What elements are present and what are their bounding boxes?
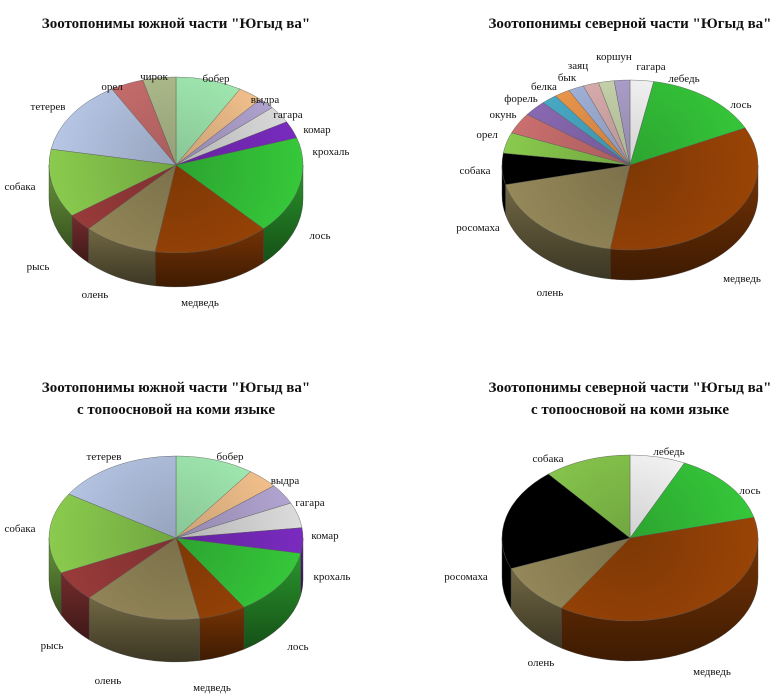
slice-label-олень: олень bbox=[537, 287, 564, 299]
slice-label-крохаль: крохаль bbox=[314, 571, 351, 583]
slice-label-медведь: медведь bbox=[193, 682, 231, 694]
slice-label-бык: бык bbox=[558, 72, 577, 84]
slice-label-гагара: гагара bbox=[636, 61, 665, 73]
slice-label-чирок: чирок bbox=[140, 71, 168, 83]
chart-south-komi: Зоотопонимы южной части "Югыд ва" с топо… bbox=[5, 380, 351, 694]
slice-росомаха bbox=[501, 473, 631, 569]
slice-чирок bbox=[142, 76, 177, 166]
slice-label-орел: орел bbox=[476, 129, 498, 141]
slice-label-рысь: рысь bbox=[41, 640, 64, 652]
slice-label-медведь: медведь bbox=[181, 297, 219, 309]
slice-label-тетерев: тетерев bbox=[31, 101, 66, 113]
slice-лось bbox=[175, 537, 302, 608]
slice-label-олень: олень bbox=[82, 289, 109, 301]
slice-label-выдра: выдра bbox=[271, 475, 300, 487]
slice-лось bbox=[629, 462, 755, 539]
slice-label-росомаха: росомаха bbox=[444, 571, 488, 583]
slice-label-лебедь: лебедь bbox=[668, 73, 699, 85]
slice-labels: лебедь лось медведь олень росомаха собак… bbox=[444, 446, 760, 678]
chart-title: Зоотопонимы северной части "Югыд ва" bbox=[488, 380, 771, 396]
slice-label-коршун: коршун bbox=[596, 51, 632, 63]
slice-labels: лебедь лось медведь олень росомаха собак… bbox=[456, 51, 761, 299]
slice-label-олень: олень bbox=[95, 675, 122, 687]
chart-title: Зоотопонимы южной части "Югыд ва" bbox=[42, 16, 310, 32]
slice-тетерев bbox=[50, 88, 177, 166]
slice-собака bbox=[48, 493, 177, 574]
slice-label-олень: олень bbox=[528, 657, 555, 669]
slice-label-гагара: гагара bbox=[273, 109, 302, 121]
slice-лось bbox=[175, 137, 304, 229]
pie-slices bbox=[48, 76, 304, 288]
slice-тетерев bbox=[68, 455, 177, 539]
slice-label-бобер: бобер bbox=[217, 451, 244, 463]
slice-label-медведь: медведь bbox=[693, 666, 731, 678]
slice-олень bbox=[88, 537, 201, 621]
chart-south: Зоотопонимы южной части "Югыд ва" бобер … bbox=[5, 16, 350, 309]
slice-label-комар: комар bbox=[303, 124, 331, 136]
slice-label-медведь: медведь bbox=[723, 273, 761, 285]
slice-бобер bbox=[175, 455, 252, 539]
slice-label-лось: лось bbox=[739, 485, 760, 497]
slice-label-окунь: окунь bbox=[489, 109, 516, 121]
slice-label-гагара: гагара bbox=[295, 497, 324, 509]
slice-label-тетерев: тетерев bbox=[87, 451, 122, 463]
pie-slices bbox=[501, 79, 759, 281]
slice-label-белка: белка bbox=[531, 81, 557, 93]
slice-олень bbox=[510, 537, 631, 609]
slice-медведь bbox=[609, 127, 759, 251]
slice-собака bbox=[548, 454, 631, 539]
slice-label-лось: лось bbox=[287, 641, 308, 653]
slice-label-орел: орел bbox=[101, 81, 123, 93]
pie-slices bbox=[501, 454, 759, 662]
slice-медведь bbox=[561, 517, 759, 622]
slice-label-бобер: бобер bbox=[203, 73, 230, 85]
slice-label-лось: лось bbox=[730, 99, 751, 111]
slice-label-собака: собака bbox=[5, 181, 36, 193]
slice-label-собака: собака bbox=[460, 165, 491, 177]
chart-subtitle: с топоосновой на коми языке bbox=[77, 402, 275, 418]
slice-labels: бобер выдра гагара комар крохаль лось ме… bbox=[5, 71, 350, 309]
slice-label-собака: собака bbox=[533, 453, 564, 465]
slice-label-комар: комар bbox=[311, 530, 339, 542]
slice-label-форель: форель bbox=[504, 93, 538, 105]
slice-олень bbox=[505, 164, 631, 250]
slice-гагара bbox=[613, 79, 631, 166]
chart-title: Зоотопонимы северной части "Югыд ва" bbox=[488, 16, 771, 32]
slice-label-заяц: заяц bbox=[568, 60, 588, 72]
slice-label-лось: лось bbox=[309, 230, 330, 242]
slice-label-собака: собака bbox=[5, 523, 36, 535]
chart-north: Зоотопонимы северной части "Югыд ва" леб… bbox=[456, 16, 771, 299]
slice-label-выдра: выдра bbox=[251, 94, 280, 106]
slice-собака bbox=[48, 148, 177, 216]
chart-subtitle: с топоосновой на коми языке bbox=[531, 402, 729, 418]
chart-title: Зоотопонимы южной части "Югыд ва" bbox=[42, 380, 310, 396]
slice-labels: бобер выдра гагара комар крохаль лось ме… bbox=[5, 451, 351, 694]
slice-лось bbox=[629, 81, 746, 166]
slice-медведь bbox=[154, 164, 264, 254]
pie-slices bbox=[48, 455, 304, 663]
chart-north-komi: Зоотопонимы северной части "Югыд ва" с т… bbox=[444, 380, 771, 678]
slice-label-росомаха: росомаха bbox=[456, 222, 500, 234]
slice-label-рысь: рысь bbox=[27, 261, 50, 273]
slice-олень bbox=[88, 164, 177, 253]
slice-label-крохаль: крохаль bbox=[313, 146, 350, 158]
slice-label-лебедь: лебедь bbox=[653, 446, 684, 458]
